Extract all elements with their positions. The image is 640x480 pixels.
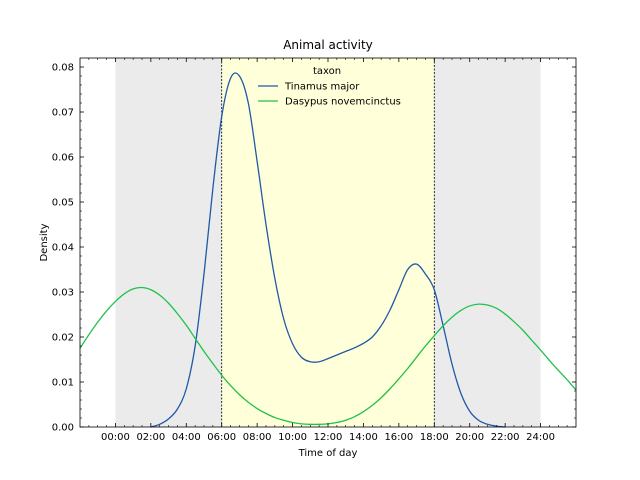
shaded-regions [115,58,541,427]
x-tick-label: 18:00 [420,432,449,443]
legend: taxon Tinamus major Dasypus novemcinctus [258,66,401,108]
x-tick-label: 10:00 [278,432,307,443]
shaded-region-0 [115,58,222,427]
x-tick-label: 14:00 [349,432,378,443]
x-tick-label: 06:00 [207,432,236,443]
x-tick-label: 02:00 [136,432,165,443]
legend-label: Dasypus novemcinctus [285,97,401,108]
x-tick-label: 24:00 [526,432,555,443]
y-tick-label: 0.00 [52,423,74,434]
series-line-tinamus-major [150,72,506,428]
y-tick-label: 0.03 [52,288,74,299]
chart-title: Animal activity [283,38,373,52]
shaded-region-1 [221,58,435,427]
x-tick-label: 08:00 [243,432,272,443]
x-axis-label: Time of day [298,448,358,459]
x-tick-label: 00:00 [101,432,130,443]
y-tick-label: 0.02 [52,333,74,344]
legend-label: Tinamus major [284,82,360,93]
y-axis-label: Density [39,223,50,261]
x-tick-label: 12:00 [314,432,343,443]
x-tick-label: 20:00 [455,432,484,443]
legend-title: taxon [313,66,341,77]
y-tick-label: 0.07 [52,108,74,119]
y-axis-ticks: 0.00 0.01 0.02 0.03 0.04 0.05 0.06 0.07 0.08 [52,63,576,434]
y-tick-label: 0.05 [52,198,74,209]
x-tick-label: 04:00 [172,432,201,443]
x-tick-label: 22:00 [491,432,520,443]
shaded-region-2 [434,58,541,427]
x-axis-ticks: 00:00 02:00 04:00 06:00 08:00 10:00 12:00 14:00… [88,58,568,443]
y-tick-label: 0.01 [52,378,74,389]
y-tick-label: 0.06 [52,153,74,164]
y-tick-label: 0.08 [52,63,74,74]
y-tick-label: 0.04 [52,243,74,254]
x-tick-label: 16:00 [384,432,413,443]
